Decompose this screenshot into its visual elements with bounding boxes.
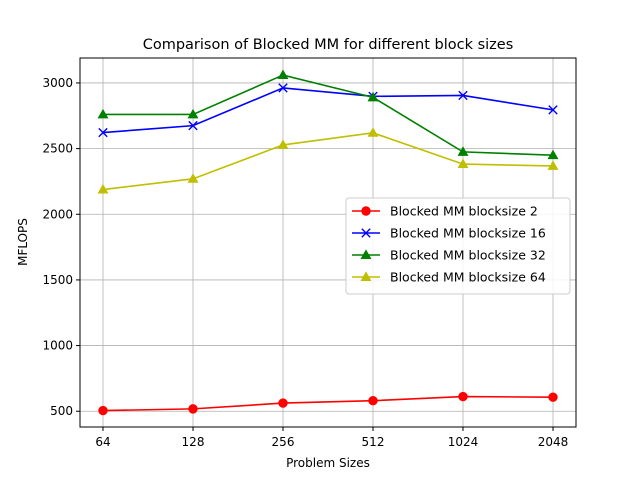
data-point: [361, 206, 371, 216]
series-line: [102, 395, 554, 412]
data-point: [278, 83, 288, 93]
data-point: [458, 391, 468, 402]
legend-label: Blocked MM blocksize 32: [390, 248, 546, 263]
data-point: [97, 108, 109, 119]
legend-item: Blocked MM blocksize 32: [352, 248, 546, 263]
legend-item: Blocked MM blocksize 64: [352, 270, 546, 285]
legend-label: Blocked MM blocksize 2: [390, 204, 538, 219]
data-point: [98, 127, 108, 138]
data-point: [548, 105, 558, 115]
x-tick-label: 1024: [448, 435, 479, 449]
series-line: [102, 132, 554, 191]
x-tick-label: 256: [272, 435, 295, 449]
data-point: [278, 398, 288, 408]
data-point: [360, 249, 372, 259]
data-point: [548, 392, 558, 402]
data-point: [547, 160, 559, 170]
data-point: [98, 405, 108, 416]
plot-frame: [79, 57, 577, 428]
data-point: [277, 139, 289, 149]
legend-item: Blocked MM blocksize 2: [352, 204, 538, 219]
x-axis: 64 128 256 512 1024 2048: [95, 427, 568, 449]
data-point: [187, 108, 199, 119]
y-tick-label: 2500: [42, 142, 73, 156]
legend-label: Blocked MM blocksize 16: [390, 226, 546, 241]
data-point: [188, 404, 198, 414]
series-group: [97, 69, 559, 416]
series-line: [102, 87, 554, 134]
data-point: [547, 149, 559, 160]
data-point: [361, 228, 371, 238]
y-axis-label: MFLOPS: [16, 218, 30, 266]
x-tick-label: 2048: [538, 435, 569, 449]
data-point: [360, 271, 372, 281]
y-tick-label: 2000: [42, 207, 73, 221]
data-point: [188, 120, 198, 131]
y-tick-label: 3000: [42, 76, 73, 90]
legend-box: [345, 197, 571, 295]
y-tick-label: 1000: [42, 339, 73, 353]
y-tick-label: 500: [50, 404, 73, 418]
x-tick-label: 64: [95, 435, 110, 449]
series-blocked-mm-blocksize-32: [97, 69, 559, 160]
legend-label: Blocked MM blocksize 64: [390, 270, 546, 285]
y-tick-label: 1500: [42, 273, 73, 287]
data-point: [367, 127, 379, 137]
data-point: [97, 183, 109, 194]
legend: Blocked MM blocksize 2 Blocked MM blocksi…: [345, 197, 571, 295]
chart-title: Comparison of Blocked MM for different b…: [143, 37, 514, 53]
series-blocked-mm-blocksize-64: [97, 127, 559, 194]
legend-item: Blocked MM blocksize 16: [352, 226, 546, 241]
y-axis: 500 1000 1500 2000 2500 3000: [42, 76, 80, 418]
data-point: [457, 158, 469, 169]
data-point: [457, 146, 469, 156]
data-point: [367, 91, 379, 102]
series-blocked-mm-blocksize-2: [98, 391, 558, 416]
data-point: [368, 396, 378, 406]
data-point: [277, 69, 289, 80]
series-line: [103, 74, 554, 156]
data-point: [187, 173, 199, 183]
data-point: [458, 90, 468, 101]
x-tick-label: 512: [362, 435, 385, 449]
x-axis-label: Problem Sizes: [286, 456, 370, 470]
series-blocked-mm-blocksize-16: [98, 83, 558, 138]
x-tick-label: 128: [182, 435, 205, 449]
